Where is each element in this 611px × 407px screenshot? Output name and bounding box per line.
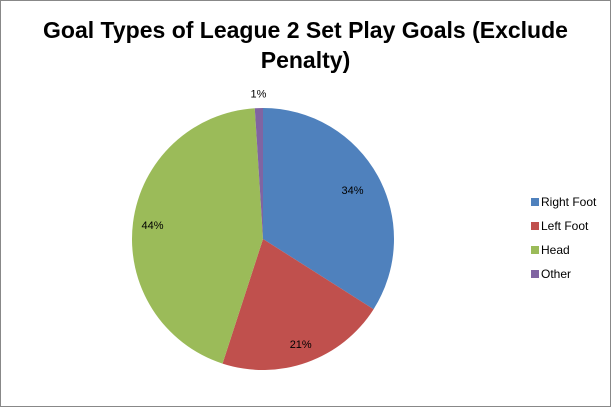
pie-slice-other [254,108,263,239]
data-label: 34% [342,185,364,197]
data-label: 44% [142,220,164,232]
legend-entry: Left Foot [541,219,589,233]
legend-swatch [531,198,539,206]
legend-swatch [531,246,539,254]
data-label: 21% [290,339,312,351]
pie-slice-head [132,108,263,364]
pie-slice-right-foot [263,108,394,310]
legend-entry: Right Foot [541,195,597,209]
legend-entry: Other [541,267,571,281]
data-label: 1% [250,89,266,101]
pie-slice-left-foot [222,239,374,370]
legend-swatch [531,270,539,278]
legend-entry: Head [541,243,570,257]
chart-title: Goal Types of League 2 Set Play Goals (E… [43,17,568,73]
legend-swatch [531,222,539,230]
